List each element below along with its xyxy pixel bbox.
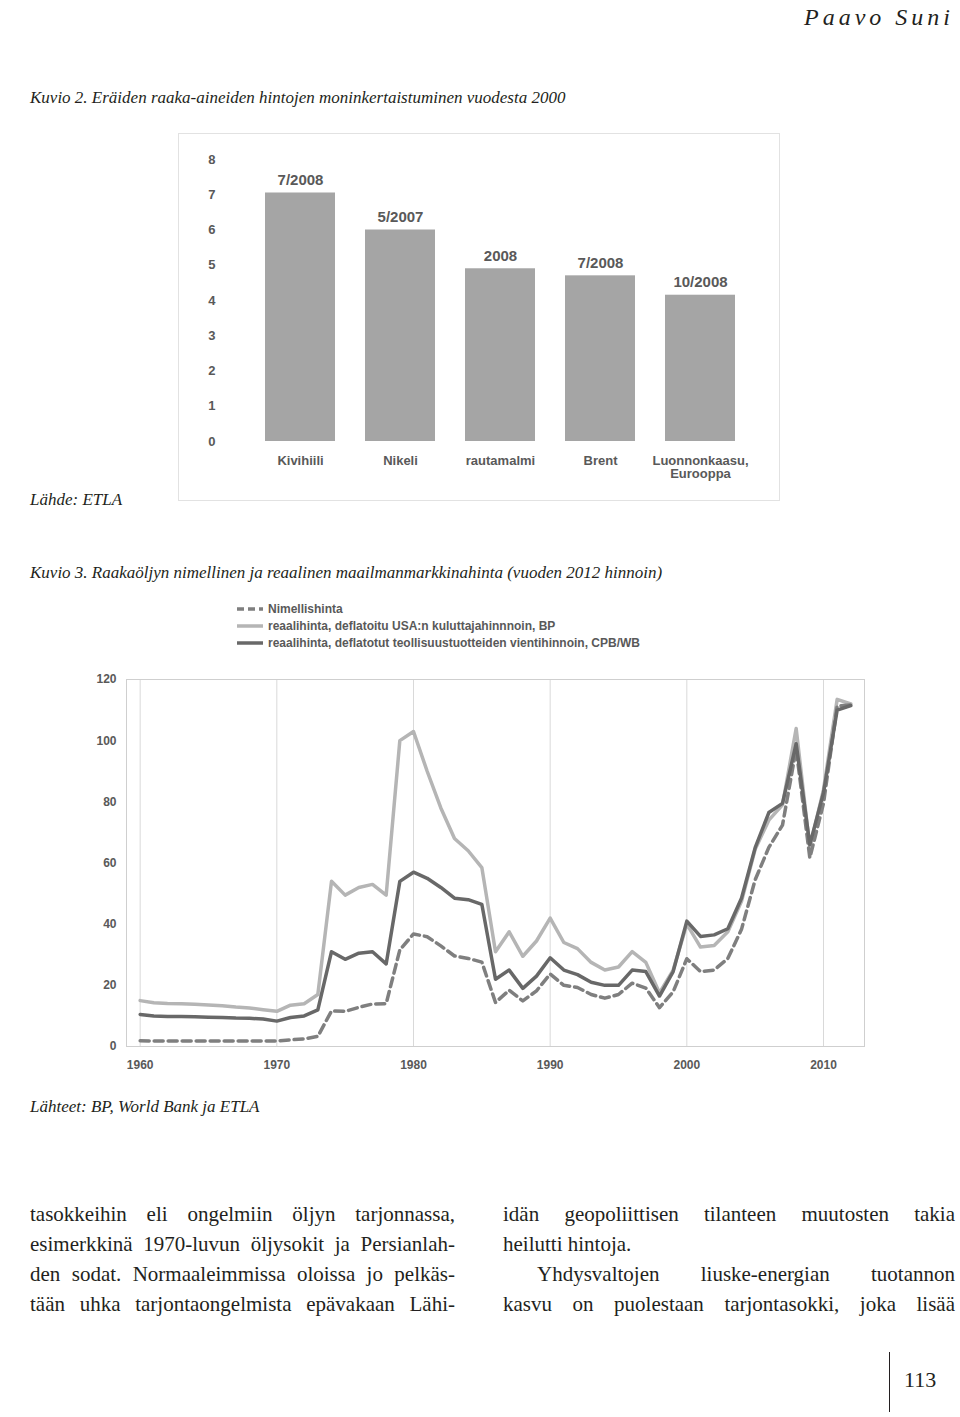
svg-text:1970: 1970	[263, 1058, 290, 1072]
svg-text:3: 3	[208, 328, 215, 343]
svg-text:0: 0	[208, 434, 215, 449]
svg-text:10/2008: 10/2008	[673, 273, 727, 290]
svg-text:1980: 1980	[400, 1058, 427, 1072]
svg-text:60: 60	[103, 856, 117, 870]
html-text:Paavo Suni: Paavo Suni	[804, 4, 954, 30]
html-text:reaalihinta, deflatotut teolli: reaalihinta, deflatotut teollisuustuotte…	[268, 635, 640, 650]
html-text:idän geopoliittisen tilanteen: idän geopoliittisen tilanteen muutosten …	[503, 1202, 955, 1226]
svg-text:2: 2	[208, 363, 215, 378]
svg-text:7: 7	[208, 187, 215, 202]
html-text:Yhdysvaltojen liuske-energian: Yhdysvaltojen liuske-energian tuotannon	[537, 1262, 955, 1286]
svg-text:Brent: Brent	[584, 453, 619, 468]
svg-text:40: 40	[103, 917, 117, 931]
html-text:esimerkkinä 1970-luvun öljysok: esimerkkinä 1970-luvun öljysokit ja Pers…	[30, 1232, 455, 1256]
svg-text:7/2008: 7/2008	[278, 171, 324, 188]
svg-text:Kivihiili: Kivihiili	[277, 453, 323, 468]
svg-text:6: 6	[208, 222, 215, 237]
html-text:kasvu on puolestaan tarjontaso: kasvu on puolestaan tarjontasokki, joka …	[503, 1292, 955, 1316]
html-text:Kuvio 2. Eräiden raaka-aineide: Kuvio 2. Eräiden raaka-aineiden hintojen…	[30, 88, 566, 107]
svg-text:7/2008: 7/2008	[578, 254, 624, 271]
svg-text:rautamalmi: rautamalmi	[466, 453, 535, 468]
svg-text:1990: 1990	[537, 1058, 564, 1072]
svg-text:Luonnonkaasu,Eurooppa: Luonnonkaasu,Eurooppa	[652, 453, 748, 481]
html-text:113: 113	[904, 1367, 937, 1392]
svg-text:80: 80	[103, 795, 117, 809]
html-text:Lähde: ETLA: Lähde: ETLA	[30, 490, 123, 509]
html-text:Kuvio 3. Raakaöljyn nimellinen: Kuvio 3. Raakaöljyn nimellinen ja reaali…	[30, 563, 662, 582]
svg-text:0: 0	[110, 1039, 117, 1053]
html-text:tasokkeihin eli ongelmiin öljy: tasokkeihin eli ongelmiin öljyn tarjonna…	[30, 1202, 455, 1226]
svg-text:20: 20	[103, 978, 117, 992]
svg-text:8: 8	[208, 152, 215, 167]
svg-text:Nikeli: Nikeli	[383, 453, 418, 468]
svg-text:1960: 1960	[127, 1058, 154, 1072]
svg-text:5: 5	[208, 257, 215, 272]
html-text:den sodat. Normaaleimmissa olo: den sodat. Normaaleimmissa oloissa jo pe…	[30, 1262, 455, 1286]
html-text:Nimellishinta: Nimellishinta	[268, 601, 343, 616]
svg-text:120: 120	[96, 672, 116, 686]
svg-text:2010: 2010	[810, 1058, 837, 1072]
svg-text:2008: 2008	[484, 247, 517, 264]
html-text:heilutti hintoja.: heilutti hintoja.	[503, 1232, 632, 1256]
svg-text:4: 4	[208, 293, 216, 308]
svg-text:1: 1	[208, 398, 215, 413]
html-text:reaalihinta, deflatoitu USA:n: reaalihinta, deflatoitu USA:n kuluttajah…	[268, 618, 556, 633]
html-text:Lähteet: BP, World Bank ja ETL: Lähteet: BP, World Bank ja ETLA	[30, 1097, 260, 1116]
svg-text:5/2007: 5/2007	[378, 208, 424, 225]
html-text:tään uhka tarjontaongelmista e: tään uhka tarjontaongelmista epävakaan L…	[30, 1292, 455, 1316]
svg-text:100: 100	[96, 734, 116, 748]
svg-text:2000: 2000	[673, 1058, 700, 1072]
